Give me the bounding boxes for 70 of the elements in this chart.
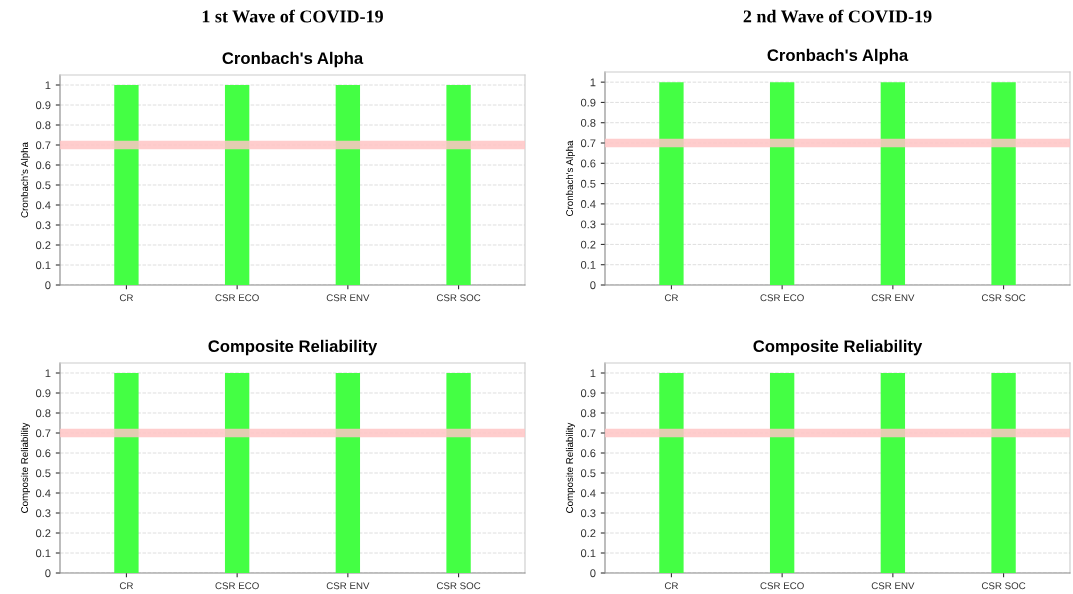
x-tick-label: CR — [119, 582, 133, 590]
x-tick-label: CSR SOC — [436, 294, 481, 302]
x-tick-label: CSR ENV — [871, 582, 915, 590]
y-tick-label: 0.4 — [35, 201, 51, 210]
y-axis-title: Composite Reliability — [20, 422, 30, 513]
y-tick-label: 0.3 — [580, 220, 596, 229]
y-tick-label: 0.1 — [35, 549, 51, 558]
y-tick-label: 0.8 — [35, 409, 51, 418]
y-tick-label: 0.5 — [580, 469, 596, 478]
y-tick-label: 0.3 — [35, 509, 51, 518]
y-tick-label: 0.8 — [580, 409, 596, 418]
y-tick-label: 0.7 — [580, 429, 596, 438]
y-tick-label: 0.2 — [35, 241, 51, 250]
y-tick-label: 0 — [45, 281, 51, 290]
x-tick-label: CR — [664, 294, 678, 302]
y-tick-label: 1 — [590, 78, 596, 87]
x-tick-label: CSR ENV — [871, 294, 915, 302]
y-tick-label: 0.3 — [580, 509, 596, 518]
x-tick-label: CSR SOC — [981, 582, 1026, 590]
y-tick-label: 0.9 — [580, 389, 596, 398]
y-tick-label: 0.6 — [580, 449, 596, 458]
text: 1 st Wave of COVID-19 — [202, 9, 383, 23]
chart-title: Composite Reliability — [208, 339, 378, 356]
y-tick-label: 0.9 — [35, 101, 51, 110]
y-tick-label: 0.2 — [580, 240, 596, 249]
y-tick-label: 0.4 — [35, 489, 51, 498]
chart-title: Composite Reliability — [753, 339, 923, 356]
y-tick-label: 0.5 — [35, 181, 51, 190]
x-tick-label: CSR SOC — [436, 582, 481, 590]
y-axis-title: Composite Reliability — [565, 422, 575, 513]
x-tick-label: CR — [664, 582, 678, 590]
y-tick-label: 0 — [590, 281, 596, 290]
y-tick-label: 0.4 — [580, 489, 596, 498]
y-tick-label: 0.2 — [580, 529, 596, 538]
y-axis-title: Cronbach's Alpha — [565, 140, 575, 216]
y-tick-label: 0.7 — [35, 429, 51, 438]
y-tick-label: 1 — [590, 369, 596, 378]
x-tick-label: CSR SOC — [981, 294, 1026, 302]
chart-title: Cronbach's Alpha — [767, 48, 909, 65]
chart-title: Cronbach's Alpha — [222, 51, 364, 68]
y-tick-label: 1 — [45, 369, 51, 378]
x-tick-label: CSR ECO — [215, 294, 259, 302]
y-tick-label: 0.9 — [35, 389, 51, 398]
y-tick-label: 0 — [590, 569, 596, 578]
x-tick-label: CSR ENV — [326, 294, 370, 302]
y-tick-label: 0.6 — [580, 159, 596, 168]
y-tick-label: 0.6 — [35, 161, 51, 170]
y-tick-label: 0.1 — [580, 549, 596, 558]
y-tick-label: 0.1 — [580, 260, 596, 269]
y-tick-label: 0.6 — [35, 449, 51, 458]
x-tick-label: CR — [119, 294, 133, 302]
x-tick-label: CSR ECO — [760, 582, 804, 590]
y-tick-label: 0.3 — [35, 221, 51, 230]
y-tick-label: 0.8 — [35, 121, 51, 130]
y-tick-label: 0.2 — [35, 529, 51, 538]
text: 2 nd Wave of COVID-19 — [743, 9, 932, 23]
y-axis-title: Cronbach's Alpha — [20, 142, 30, 218]
y-tick-label: 0.9 — [580, 98, 596, 107]
y-tick-label: 0 — [45, 569, 51, 578]
y-tick-label: 0.7 — [35, 141, 51, 150]
y-tick-label: 0.1 — [35, 261, 51, 270]
x-tick-label: CSR ECO — [760, 294, 804, 302]
y-tick-label: 0.4 — [580, 200, 596, 208]
y-tick-label: 0.5 — [35, 469, 51, 478]
y-tick-label: 1 — [45, 81, 51, 90]
x-tick-label: CSR ENV — [326, 582, 370, 590]
y-tick-label: 0.8 — [580, 118, 596, 127]
y-tick-label: 0.7 — [580, 139, 596, 148]
y-tick-label: 0.5 — [580, 179, 596, 188]
x-tick-label: CSR ECO — [215, 582, 259, 590]
